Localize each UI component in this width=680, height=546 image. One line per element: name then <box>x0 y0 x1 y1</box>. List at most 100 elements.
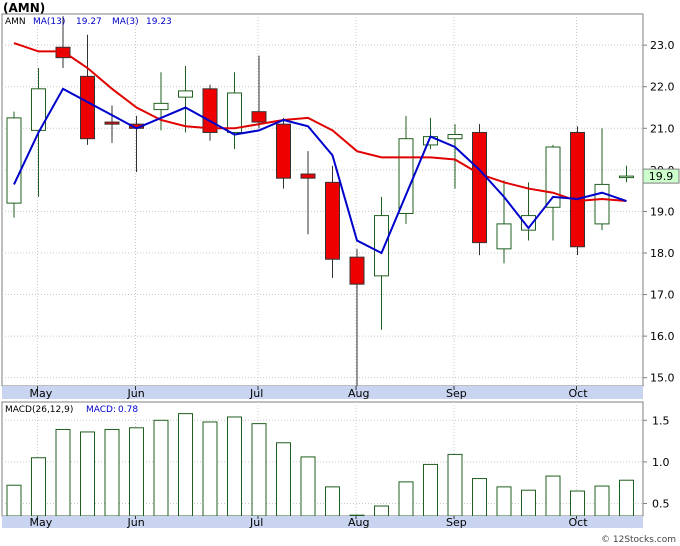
candles <box>6 16 634 386</box>
chart-title: (AMN) <box>3 1 45 15</box>
price-tick-label: 17.0 <box>650 289 675 302</box>
macd-x-tick-label: Sep <box>446 516 467 529</box>
price-x-ticks: May Jun Jul Aug Sep Oct <box>30 386 589 400</box>
candle <box>251 55 267 129</box>
candle <box>178 65 193 133</box>
macd-x-tick-label: May <box>30 516 53 529</box>
candle <box>521 182 536 241</box>
price-x-tick-label: Oct <box>569 387 589 400</box>
macd-panel: 0.5 1.0 1.5 May Jun Jul Aug Sep Oct MACD(26,12,… <box>1 401 670 529</box>
macd-bar <box>447 453 463 517</box>
candle <box>104 105 120 143</box>
footer-credit: © 12Stocks.com <box>601 535 676 545</box>
price-grid <box>2 14 643 386</box>
price-tick-label: 18.0 <box>650 247 675 260</box>
price-tick-label: 19.0 <box>650 205 675 218</box>
price-x-tick-label: Jun <box>127 387 145 400</box>
candle-body-up <box>153 102 169 111</box>
candle-body-down <box>300 173 316 179</box>
candle-body-up <box>398 138 414 215</box>
candle-body-up <box>227 92 242 133</box>
macd-bar <box>227 416 242 517</box>
price-x-tick-label: Sep <box>446 387 467 400</box>
legend-ma13-value: 19.27 <box>76 17 102 27</box>
price-y-ticks: 15.016.017.018.019.020.021.022.023.0 <box>643 39 675 385</box>
macd-x-tick-label: Jun <box>127 516 145 529</box>
candle <box>276 117 291 189</box>
candle <box>227 72 242 150</box>
macd-bar <box>153 419 169 517</box>
candle-body-up <box>6 117 22 204</box>
macd-bar <box>398 481 414 517</box>
macd-bar <box>55 428 71 517</box>
candle-body-up <box>521 215 536 231</box>
candle-body-down <box>570 131 585 248</box>
price-x-tick-label: May <box>30 387 53 400</box>
legend-ma3-label: MA(3) <box>112 17 139 27</box>
legend-ticker: AMN <box>5 17 26 27</box>
macd-x-tick-label: Oct <box>569 516 589 529</box>
candle <box>349 248 365 386</box>
candle-body-down <box>251 111 267 123</box>
macd-tick-label: 1.0 <box>652 456 670 469</box>
ma-slow-line <box>13 42 627 203</box>
macd-bar <box>31 457 46 517</box>
macd-bar <box>594 485 610 517</box>
macd-bar <box>129 427 144 517</box>
candle <box>325 165 340 278</box>
candle <box>447 124 463 189</box>
candle-body-down <box>104 121 120 125</box>
macd-x-tick-label: Aug <box>348 516 369 529</box>
header: (AMN) AMN MA(13) 19.27 MA(3) 19.23 <box>3 1 172 27</box>
macd-bars <box>6 413 634 517</box>
macd-bar <box>570 490 585 517</box>
candle <box>300 151 316 235</box>
last-price-label: 19.9 <box>649 170 674 183</box>
macd-bar <box>423 463 438 517</box>
price-tick-label: 15.0 <box>650 372 675 385</box>
macd-bar <box>619 479 634 517</box>
candle <box>472 124 487 256</box>
ma-fast-line <box>13 87 627 255</box>
macd-bar <box>496 486 512 517</box>
candle <box>202 84 218 141</box>
macd-legend-value: 0.78 <box>118 405 138 415</box>
price-tick-label: 22.0 <box>650 81 675 94</box>
macd-bar <box>300 456 316 517</box>
candle-body-up <box>178 90 193 98</box>
macd-bar <box>80 431 95 517</box>
legend-ma13-label: MA(13) <box>33 17 65 27</box>
macd-bar <box>202 421 218 517</box>
candle <box>6 111 22 218</box>
macd-bar <box>521 489 536 517</box>
macd-x-ticks: May Jun Jul Aug Sep Oct <box>30 516 589 529</box>
macd-bar <box>178 413 193 517</box>
macd-title: MACD(26,12,9) <box>5 405 73 415</box>
legend-ma3-value: 19.23 <box>146 17 172 27</box>
candle-body-up <box>447 134 463 140</box>
price-x-tick-label: Jul <box>249 387 263 400</box>
candle-body-down <box>80 75 95 140</box>
candle-body-down <box>325 181 340 260</box>
macd-tick-label: 1.5 <box>652 414 670 427</box>
macd-y-ticks: 0.5 1.0 1.5 <box>643 414 670 511</box>
last-price-marker: 19.9 <box>642 168 680 184</box>
candle-body-down <box>276 123 291 179</box>
price-tick-label: 16.0 <box>650 330 675 343</box>
candle-body-up <box>374 215 389 277</box>
candle-body-up <box>594 183 610 225</box>
candle <box>619 165 634 183</box>
candle-body-up <box>619 175 634 179</box>
macd-tick-label: 0.5 <box>652 498 670 511</box>
candle <box>496 180 512 264</box>
macd-bar <box>104 428 120 517</box>
macd-bar <box>325 486 340 517</box>
price-tick-label: 21.0 <box>650 122 675 135</box>
candle <box>80 34 95 145</box>
macd-bar <box>545 475 561 517</box>
macd-legend-label: MACD: <box>86 405 116 415</box>
macd-bar <box>251 423 267 517</box>
macd-bar <box>374 505 389 517</box>
price-tick-label: 23.0 <box>650 39 675 52</box>
